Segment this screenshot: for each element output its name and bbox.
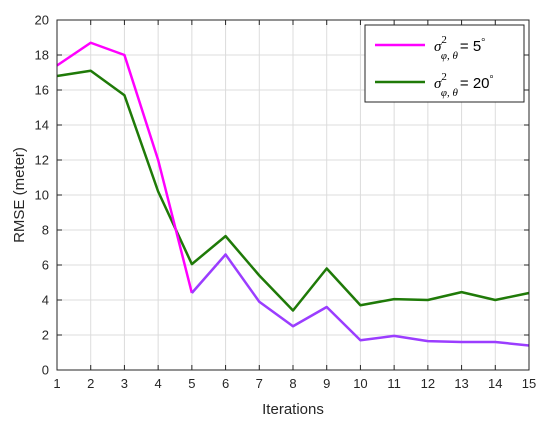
x-tick-label: 13 <box>454 376 468 391</box>
x-tick-label: 4 <box>155 376 162 391</box>
x-tick-label: 7 <box>256 376 263 391</box>
y-tick-label: 12 <box>35 153 49 168</box>
x-tick-label: 11 <box>387 376 401 391</box>
x-tick-label: 15 <box>522 376 536 391</box>
y-tick-labels: 0 2 4 6 8 10 12 14 16 18 20 <box>35 13 49 378</box>
x-tick-label: 3 <box>121 376 128 391</box>
y-tick-label: 2 <box>42 328 49 343</box>
x-tick-label: 10 <box>353 376 367 391</box>
legend-label-series-2: σ2 φ, θ= 20° <box>434 71 494 99</box>
y-tick-label: 6 <box>42 258 49 273</box>
legend-label-series-1: σ2 φ, θ= 5° <box>434 34 485 62</box>
x-tick-label: 8 <box>289 376 296 391</box>
x-tick-label: 6 <box>222 376 229 391</box>
series-line-1 <box>56 41 194 294</box>
y-tick-label: 10 <box>35 188 49 203</box>
legend-box <box>364 24 525 103</box>
legend: σ2 φ, θ= 5° σ2 φ, θ= 20° <box>364 24 525 103</box>
x-tick-label: 12 <box>421 376 435 391</box>
x-axis-label: Iterations <box>262 401 324 418</box>
y-tick-label: 8 <box>42 223 49 238</box>
x-tick-label: 14 <box>488 376 502 391</box>
y-tick-label: 4 <box>42 293 49 308</box>
x-tick-labels: 1 2 3 4 5 6 7 8 9 10 11 12 13 14 15 <box>53 376 536 391</box>
series-line-2 <box>56 69 530 312</box>
x-tick-label: 5 <box>188 376 195 391</box>
y-axis-label: RMSE (meter) <box>11 147 28 243</box>
y-tick-label: 16 <box>35 83 49 98</box>
y-tick-label: 18 <box>35 48 49 63</box>
series-line-1-tail <box>190 253 530 347</box>
y-tick-label: 14 <box>35 118 49 133</box>
y-tick-label: 20 <box>35 13 49 28</box>
x-tick-label: 1 <box>53 376 60 391</box>
series-lines <box>56 41 530 347</box>
ticks <box>56 19 530 371</box>
x-tick-label: 9 <box>323 376 330 391</box>
y-tick-label: 0 <box>42 363 49 378</box>
x-tick-label: 2 <box>87 376 94 391</box>
